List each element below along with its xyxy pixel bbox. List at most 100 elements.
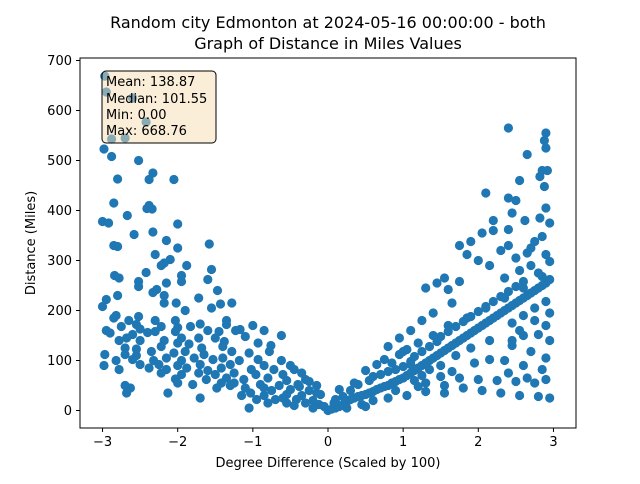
data-point — [518, 330, 529, 341]
data-point — [300, 398, 311, 408]
y-tick-label: 300 — [47, 254, 72, 269]
data-point — [263, 398, 273, 408]
data-point — [173, 243, 183, 253]
data-point — [541, 374, 551, 385]
data-point — [500, 355, 510, 366]
data-point — [199, 349, 209, 360]
data-point — [436, 360, 446, 371]
data-point — [218, 341, 228, 352]
data-point — [511, 281, 521, 292]
data-point — [122, 388, 132, 398]
data-point — [368, 371, 378, 382]
data-point — [134, 311, 144, 322]
data-point — [231, 325, 241, 336]
y-tick-label: 0 — [64, 404, 72, 419]
data-point — [541, 203, 551, 213]
data-point — [485, 260, 495, 271]
data-point — [148, 227, 158, 237]
data-point — [114, 364, 124, 375]
stats-box: Mean: 138.87 Median: 101.55 Min: 0.00 Ma… — [101, 70, 217, 144]
data-point — [545, 256, 555, 267]
data-point — [212, 383, 222, 393]
data-point — [541, 143, 551, 153]
data-point — [391, 385, 401, 396]
data-point — [398, 346, 408, 357]
data-point — [503, 193, 513, 203]
data-point — [402, 390, 412, 401]
x-tick-label: −2 — [168, 435, 187, 450]
data-point — [372, 359, 382, 370]
data-point — [225, 359, 235, 370]
data-point — [252, 394, 262, 405]
data-point — [99, 360, 109, 371]
data-point — [195, 319, 205, 329]
data-point — [541, 249, 551, 260]
data-point — [263, 373, 273, 383]
data-point — [451, 350, 461, 361]
data-point — [237, 390, 247, 401]
data-point — [511, 253, 521, 263]
y-tick-label: 200 — [47, 304, 72, 319]
data-point — [466, 236, 476, 247]
data-point — [533, 268, 544, 278]
data-point — [146, 346, 156, 357]
data-point — [539, 135, 550, 146]
data-point — [447, 298, 457, 308]
data-point — [248, 320, 258, 331]
data-point — [436, 371, 446, 382]
data-point — [204, 239, 214, 249]
data-point — [227, 346, 237, 357]
data-point — [518, 276, 529, 287]
data-point — [104, 218, 114, 228]
data-point — [330, 394, 341, 405]
data-point — [515, 390, 525, 401]
data-point — [424, 364, 435, 375]
data-point — [195, 393, 205, 403]
data-point — [545, 308, 555, 318]
data-point — [113, 241, 123, 252]
data-point — [409, 351, 419, 362]
y-tick-label: 700 — [47, 54, 72, 69]
data-point — [541, 296, 551, 307]
data-point — [161, 235, 171, 246]
data-point — [462, 249, 472, 260]
data-point — [116, 321, 126, 332]
data-point — [334, 384, 344, 395]
data-point — [439, 388, 450, 398]
data-point — [443, 284, 453, 295]
data-point — [518, 310, 529, 321]
data-point — [141, 267, 151, 278]
stats-median: Median: 101.55 — [106, 92, 207, 107]
data-point — [428, 330, 438, 341]
data-point — [176, 276, 187, 287]
data-point — [215, 299, 226, 309]
data-point — [276, 330, 286, 341]
data-point — [533, 391, 544, 402]
data-point — [421, 378, 431, 388]
y-axis-label: Distance (Miles) — [24, 191, 39, 295]
data-point — [114, 273, 124, 283]
data-point — [122, 210, 132, 221]
data-point — [131, 344, 141, 354]
data-point — [114, 335, 124, 346]
data-point — [206, 264, 217, 275]
data-point — [436, 331, 446, 342]
data-point — [173, 360, 183, 371]
data-point — [113, 290, 123, 301]
x-axis: −3 −2 −1 0 1 2 3 — [93, 428, 558, 450]
data-point — [225, 380, 235, 391]
data-point — [97, 301, 108, 312]
data-point — [338, 391, 348, 402]
data-point — [163, 388, 173, 398]
data-point — [253, 354, 263, 365]
data-point — [259, 325, 269, 336]
data-point — [240, 331, 250, 342]
data-point — [159, 298, 169, 308]
data-point — [170, 326, 180, 337]
data-point — [135, 335, 145, 346]
data-point — [194, 293, 204, 303]
data-point — [269, 364, 279, 375]
stats-max: Max: 668.76 — [106, 124, 187, 139]
data-point — [458, 383, 468, 393]
